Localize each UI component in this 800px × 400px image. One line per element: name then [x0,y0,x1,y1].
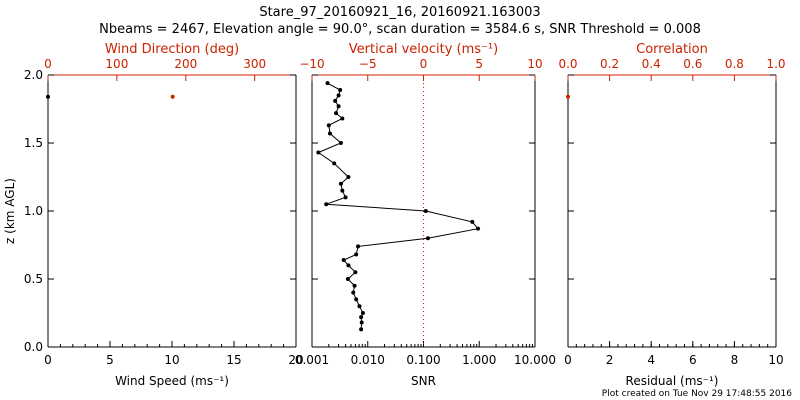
top-tick-label: 100 [105,57,128,71]
data-point-snr-0-25 [338,141,343,145]
x-axis-label: Residual (ms⁻¹) [626,374,719,388]
data-point-snr-0-3 [360,311,365,315]
x-tick-label: 20 [288,353,303,367]
data-point-snr-0-34 [325,81,330,86]
top-tick-label: 1.0 [766,57,785,71]
data-point-snr-0-12 [354,252,359,257]
footer-timestamp: Plot created on Tue Nov 29 17:48:55 2016 [602,389,792,399]
top-tick-label: 0.6 [683,57,702,71]
data-point-snr-0-29 [334,111,339,116]
data-point-snr-0-20 [340,188,345,193]
data-point-snr-0-10 [346,263,351,268]
data-point-snr-0-11 [341,257,346,262]
panel-snr: 0.001 0.010 0.100 1.000 10.000 −10 −5 0 5 10 Verti… [295,42,556,388]
x-tick-label: 4 [647,353,655,367]
x-tick-label: 10 [164,353,179,367]
data-point-snr-0-21 [338,181,343,186]
data-point-snr-0-16 [470,219,475,224]
data-point-snr-0-23 [332,161,337,166]
data-point-snr-0-22 [346,175,351,179]
data-point-snr-0-1 [359,320,364,325]
top-tick-label: −5 [359,57,377,71]
data-point-snr-0-7 [352,283,357,288]
top-tick-label: 300 [243,57,266,71]
data-point-snr-0-2 [359,315,364,320]
data-point-snr-0-28 [340,116,345,121]
data-point-snr-0-30 [336,104,341,109]
y-tick-label: 0.0 [24,340,43,354]
y-tick-label: 1.5 [24,136,43,150]
panel-corr: 0 2 4 6 8 10 0.0 0.2 0.4 0.6 0.8 1.0 Correlation Resi… [558,42,785,388]
chart-title-line1: Stare_97_20160921_16, 20160921.163003 [259,5,540,20]
data-point-corr-0-0 [566,94,570,99]
x-tick-label: 2 [606,353,614,367]
data-point-snr-0-15 [476,226,481,231]
top-tick-label: 0.8 [725,57,744,71]
x-tick-label: 0 [44,353,52,367]
data-point-snr-0-24 [316,150,321,155]
data-point-snr-0-8 [345,277,350,281]
data-point-wind-0-0 [46,94,50,99]
data-point-snr-0-5 [354,297,359,302]
data-point-snr-0-27 [326,123,331,128]
x-tick-label: 8 [731,353,739,367]
y-axis-label: z (km AGL) [3,178,17,244]
x-tick-label: 6 [689,353,697,367]
x-tick-label: 0 [564,353,572,367]
chart-title-line2: Nbeams = 2467, Elevation angle = 90.0°, … [99,22,701,37]
top-tick-label: 0.4 [642,57,661,71]
data-point-snr-0-17 [423,209,428,213]
top-axis-label: Vertical velocity (ms⁻¹) [349,42,498,57]
data-point-snr-0-14 [425,236,430,241]
data-point-snr-0-33 [338,87,343,92]
top-tick-label: 10 [527,57,542,71]
x-tick-label: 5 [106,353,114,367]
data-point-snr-0-32 [336,93,341,98]
top-tick-label: 0 [420,57,428,71]
top-tick-label: 5 [475,57,483,71]
data-point-snr-0-4 [357,304,362,309]
x-tick-label: 0.100 [406,353,440,367]
data-point-snr-0-13 [356,244,361,249]
data-point-wind-1-0 [170,94,175,99]
data-point-snr-0-9 [353,270,358,275]
data-point-snr-0-18 [324,202,329,207]
top-tick-label: 0.0 [558,57,577,71]
top-tick-label: 200 [174,57,197,71]
x-axis-label: SNR [411,374,436,388]
top-axis-label: Wind Direction (deg) [105,42,239,57]
top-tick-label: 0 [44,57,52,71]
x-tick-label: 0.010 [351,353,385,367]
y-tick-label: 1.0 [24,204,43,218]
x-tick-label: 1.000 [462,353,496,367]
x-tick-label: 10 [768,353,783,367]
y-tick-label: 2.0 [24,68,43,82]
data-point-snr-0-31 [333,98,338,103]
x-tick-label: 10.000 [514,353,556,367]
data-point-snr-0-0 [359,327,364,332]
top-tick-label: 0.2 [600,57,619,71]
top-tick-label: −10 [299,57,324,71]
y-tick-label: 0.5 [24,272,43,286]
x-tick-label: 0.001 [295,353,329,367]
data-point-snr-0-6 [351,290,356,295]
x-axis-label: Wind Speed (ms⁻¹) [115,374,229,388]
data-point-snr-0-26 [327,131,332,136]
top-axis-label: Correlation [636,42,708,57]
data-point-snr-0-19 [343,195,348,200]
x-tick-label: 15 [226,353,241,367]
